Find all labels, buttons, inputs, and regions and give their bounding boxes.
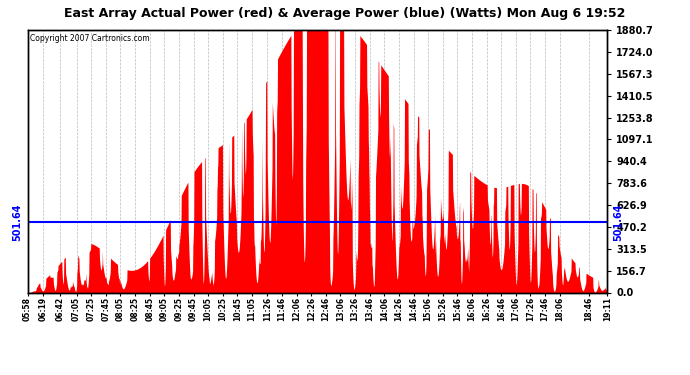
Text: East Array Actual Power (red) & Average Power (blue) (Watts) Mon Aug 6 19:52: East Array Actual Power (red) & Average …	[64, 8, 626, 21]
Text: 501.64: 501.64	[12, 204, 22, 241]
Text: 501.64: 501.64	[613, 204, 623, 241]
Text: Copyright 2007 Cartronics.com: Copyright 2007 Cartronics.com	[30, 34, 150, 43]
